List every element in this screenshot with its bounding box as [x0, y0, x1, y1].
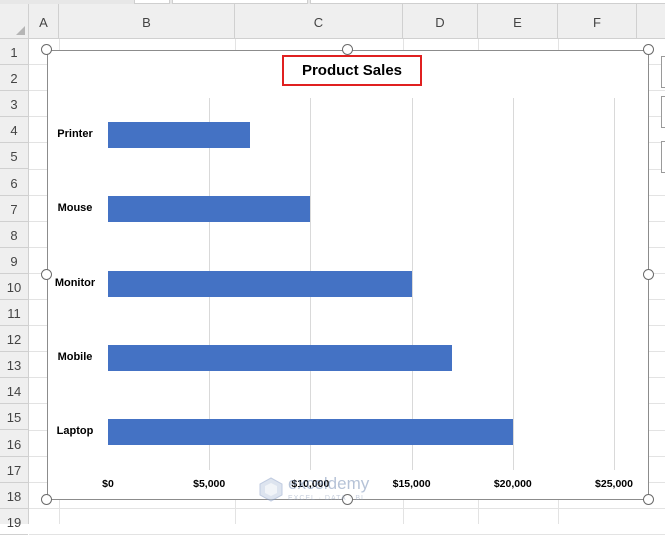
cell-row-line	[29, 507, 665, 509]
chart-elements-button[interactable]	[661, 56, 665, 88]
row-header-2[interactable]: 2	[0, 65, 28, 92]
category-label-laptop: Laptop	[56, 424, 94, 437]
bar-mouse[interactable]	[108, 196, 311, 223]
toolbar-tab-fragment[interactable]	[310, 0, 665, 4]
resize-handle-bottom-right[interactable]	[643, 494, 654, 505]
x-tick-label: $15,000	[392, 478, 431, 490]
column-header-b[interactable]: B	[59, 4, 235, 38]
column-header-bar: A B C D E F	[0, 4, 665, 39]
bar-mobile[interactable]	[108, 344, 453, 371]
column-header-d[interactable]: D	[403, 4, 478, 38]
row-header-3[interactable]: 3	[0, 91, 28, 118]
watermark-brand: exceldemy	[288, 474, 370, 493]
row-header-14[interactable]: 14	[0, 378, 28, 405]
row-header-7[interactable]: 7	[0, 196, 28, 222]
x-tick-label: $25,000	[595, 478, 633, 490]
gridline	[411, 98, 413, 470]
row-header-17[interactable]: 17	[0, 457, 28, 483]
gridline	[614, 98, 615, 470]
category-label-printer: Printer	[57, 128, 93, 141]
watermark: exceldemy EXCEL · DATA · BI	[258, 474, 398, 508]
exceldemy-logo-icon	[259, 477, 283, 502]
row-header-9[interactable]: 9	[0, 248, 28, 274]
chart-styles-button[interactable]	[661, 96, 665, 128]
resize-handle-top-right[interactable]	[643, 44, 654, 55]
toolbar-tab-fragment[interactable]	[134, 0, 170, 4]
x-tick-label: $20,000	[493, 478, 532, 490]
title-highlight-box	[282, 55, 422, 86]
watermark-tagline: EXCEL · DATA · BI	[288, 495, 364, 502]
row-header-8[interactable]: 8	[0, 222, 28, 248]
x-tick-label: $10,000	[291, 478, 330, 490]
row-header-6[interactable]: 6	[0, 170, 28, 196]
chart-filters-button[interactable]	[661, 141, 665, 173]
select-all-button[interactable]	[0, 4, 29, 38]
row-header-bar: 1 2 3 4 5 6 7 8 9 10 11 12 13 14 15 16 17 18 19	[0, 39, 29, 535]
column-header-f[interactable]: F	[558, 4, 637, 38]
resize-handle-top-left[interactable]	[41, 44, 52, 55]
ribbon-edge	[0, 0, 665, 4]
row-header-11[interactable]: 11	[0, 300, 28, 327]
row-header-13[interactable]: 13	[0, 352, 28, 379]
toolbar-tab-fragment[interactable]	[172, 0, 308, 4]
row-header-18[interactable]: 18	[0, 483, 28, 509]
category-label-monitor: Monitor	[54, 276, 96, 289]
row-header-16[interactable]: 16	[0, 431, 28, 457]
gridline	[512, 98, 514, 470]
row-header-10[interactable]: 10	[0, 274, 28, 300]
row-header-5[interactable]: 5	[0, 143, 28, 170]
resize-handle-top[interactable]	[342, 44, 353, 55]
resize-handle-bottom[interactable]	[342, 494, 353, 505]
category-label-mobile: Mobile	[57, 350, 93, 363]
column-header-a[interactable]: A	[29, 4, 59, 38]
cell-row-line	[29, 533, 665, 535]
select-all-triangle-icon	[16, 26, 25, 35]
category-label-mouse: Mouse	[57, 202, 93, 215]
resize-handle-right[interactable]	[643, 269, 654, 280]
chart-title[interactable]: Product Sales	[301, 62, 403, 79]
bar-laptop[interactable]	[108, 418, 513, 445]
row-header-1[interactable]: 1	[0, 39, 28, 66]
bar-printer[interactable]	[108, 122, 250, 149]
row-header-19[interactable]: 19	[0, 509, 28, 535]
column-header-e[interactable]: E	[478, 4, 558, 38]
row-header-15[interactable]: 15	[0, 404, 28, 431]
x-tick-label: $5,000	[193, 478, 226, 490]
x-tick-label: $0	[102, 478, 114, 490]
resize-handle-bottom-left[interactable]	[41, 494, 52, 505]
column-header-c[interactable]: C	[235, 4, 403, 38]
bar-monitor[interactable]	[108, 270, 412, 297]
row-header-4[interactable]: 4	[0, 117, 28, 144]
resize-handle-left[interactable]	[41, 269, 52, 280]
row-header-12[interactable]: 12	[0, 326, 28, 353]
